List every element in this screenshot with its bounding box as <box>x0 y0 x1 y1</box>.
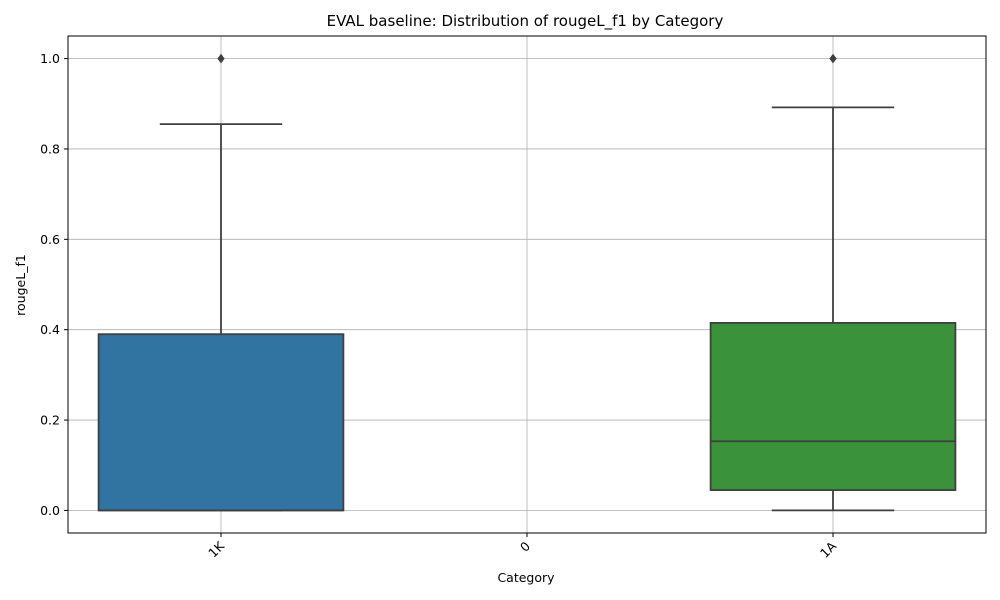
x-tick-label: 0 <box>517 538 533 554</box>
outlier-marker <box>217 53 225 64</box>
outlier-marker <box>829 53 837 64</box>
box-1K <box>97 333 345 512</box>
x-tick-label: 1A <box>817 538 840 561</box>
y-axis-title: rougeL_f1 <box>13 254 28 316</box>
x-axis-ticks: 1K 0 1A <box>205 533 839 561</box>
boxes <box>97 53 957 512</box>
x-axis-title: Category <box>497 570 555 585</box>
box-1A <box>709 322 957 491</box>
chart-title: EVAL baseline: Distribution of rougeL_f1… <box>327 12 724 31</box>
y-tick-label: 0.6 <box>40 232 60 247</box>
y-tick-label: 0.0 <box>40 503 60 518</box>
y-tick-label: 0.4 <box>40 322 60 337</box>
y-tick-label: 0.2 <box>40 413 60 428</box>
y-tick-label: 1.0 <box>40 51 60 66</box>
y-tick-label: 0.8 <box>40 141 60 156</box>
y-axis-ticks: 0.0 0.2 0.4 0.6 0.8 1.0 <box>40 51 68 518</box>
x-tick-label: 1K <box>205 538 228 561</box>
